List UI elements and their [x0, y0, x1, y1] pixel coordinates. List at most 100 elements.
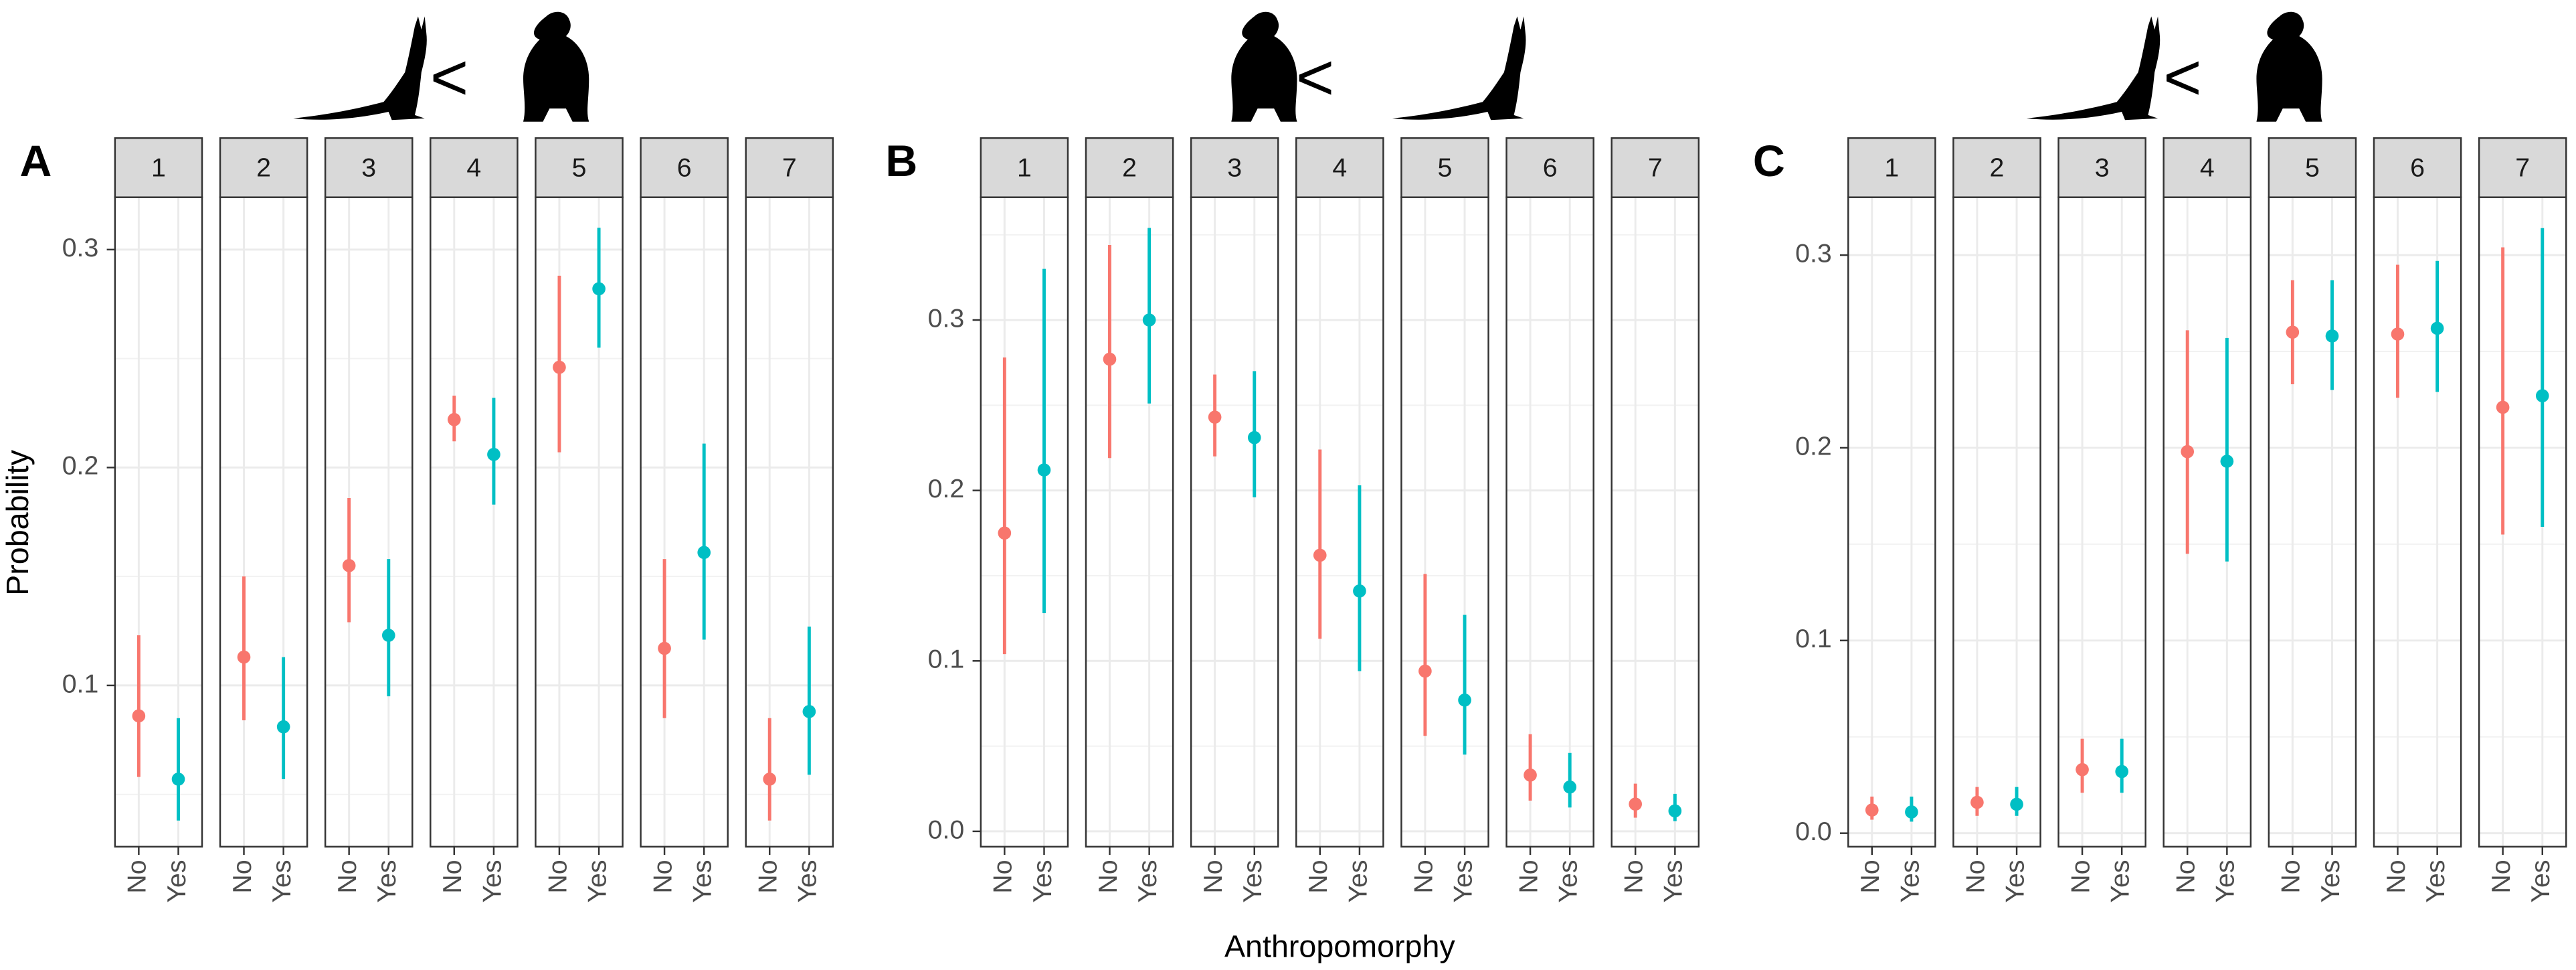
- facet-label: 6: [1543, 153, 1558, 182]
- point: [2496, 400, 2510, 414]
- point: [658, 641, 671, 655]
- x-tick-label: No: [2381, 860, 2411, 893]
- point: [1142, 313, 1156, 327]
- facet-background: [1085, 197, 1174, 847]
- kangaroo-icon: [2026, 16, 2160, 120]
- facet-border: [2268, 196, 2357, 848]
- facet-background: [745, 197, 833, 847]
- x-tick-label: No: [122, 860, 152, 893]
- x-tick-label: Yes: [582, 860, 612, 902]
- x-tick-label: Yes: [1895, 860, 1924, 902]
- facet-label: 2: [256, 153, 271, 182]
- point: [2010, 797, 2023, 811]
- facet-strip: [324, 137, 413, 198]
- facet-border: [1611, 196, 1700, 848]
- y-tick-label: 0.3: [62, 233, 99, 262]
- facet-label: 5: [1438, 153, 1453, 182]
- y-tick-label: 0.2: [928, 474, 965, 503]
- facet-label: 1: [151, 153, 166, 182]
- facet-label: 3: [1227, 153, 1242, 182]
- facet-border: [1085, 196, 1174, 848]
- x-tick-label: Yes: [1448, 860, 1477, 902]
- point: [1668, 804, 1682, 818]
- facet-strip: [1295, 137, 1384, 198]
- x-tick-label: Yes: [2000, 860, 2029, 902]
- facet-border: [640, 196, 729, 848]
- facet-strip: [980, 137, 1069, 198]
- point: [553, 360, 566, 374]
- point: [2430, 321, 2444, 335]
- facet-label: 7: [1648, 153, 1663, 182]
- point: [2286, 325, 2300, 339]
- y-tick-label: 0.2: [62, 451, 99, 481]
- facet-border: [430, 196, 519, 848]
- point: [2391, 327, 2405, 341]
- facet-strip: [2163, 137, 2252, 198]
- comparison: <: [430, 40, 468, 114]
- facet-label: 7: [2515, 153, 2530, 182]
- facet-label: 3: [2095, 153, 2110, 182]
- facet-background: [1191, 197, 1279, 847]
- point: [697, 546, 711, 560]
- point: [2181, 444, 2195, 459]
- point: [1905, 805, 1918, 819]
- point: [1458, 694, 1471, 707]
- point: [276, 720, 290, 734]
- facet-strip: [1952, 137, 2041, 198]
- kangaroo-icon: [293, 16, 427, 120]
- point: [171, 773, 185, 786]
- x-tick-label: No: [1513, 860, 1543, 893]
- facet-strip: [2373, 137, 2462, 198]
- point: [1524, 769, 1537, 782]
- x-tick-label: No: [2486, 860, 2516, 893]
- facet-strip: [640, 137, 729, 198]
- x-tick-label: No: [753, 860, 783, 893]
- x-tick-label: No: [227, 860, 257, 893]
- facet-border: [1295, 196, 1384, 848]
- y-tick-label: 0.1: [928, 645, 965, 674]
- x-tick-label: No: [988, 860, 1018, 893]
- comparison: <: [2163, 40, 2201, 114]
- point: [1865, 803, 1879, 817]
- point: [342, 559, 356, 572]
- x-tick-label: Yes: [1133, 860, 1162, 902]
- point: [487, 448, 500, 461]
- facet-border: [2373, 196, 2462, 848]
- y-tick-label: 0.0: [928, 815, 965, 844]
- facet-background: [1296, 197, 1384, 847]
- x-tick-label: No: [2276, 860, 2306, 893]
- y-tick-label: 0.2: [1795, 431, 1832, 461]
- facet-border: [324, 196, 413, 848]
- panel: A <0.1 0.2 0.3 Probability 1 No Yes 2 No Yes 3 No Yes…: [0, 11, 834, 903]
- facet-label: 4: [2200, 153, 2215, 182]
- facet-label: 4: [466, 153, 481, 182]
- bear-icon: [1231, 11, 1297, 122]
- point: [592, 282, 606, 296]
- facet-background: [325, 197, 413, 847]
- x-tick-label: No: [1093, 860, 1123, 893]
- facet-strip: [1505, 137, 1594, 198]
- point: [1313, 548, 1327, 562]
- y-axis-label: Probability: [0, 449, 35, 595]
- x-tick-label: Yes: [1554, 860, 1583, 902]
- facet-background: [220, 197, 308, 847]
- facet-border: [1190, 196, 1279, 848]
- facet-background: [2058, 197, 2146, 847]
- point: [2325, 329, 2339, 343]
- facet-background: [2373, 197, 2462, 847]
- panel-label: A: [19, 137, 52, 186]
- point: [1103, 352, 1117, 366]
- point: [381, 629, 395, 642]
- x-tick-label: Yes: [1238, 860, 1267, 902]
- facet-label: 6: [2410, 153, 2425, 182]
- facet-border: [1847, 196, 1936, 848]
- point: [2115, 764, 2129, 779]
- bear-icon: [523, 11, 589, 122]
- facet-label: 6: [677, 153, 692, 182]
- bear-icon: [2256, 11, 2322, 122]
- facet-background: [430, 197, 518, 847]
- comparison: <: [1296, 40, 1334, 114]
- point: [1247, 430, 1261, 444]
